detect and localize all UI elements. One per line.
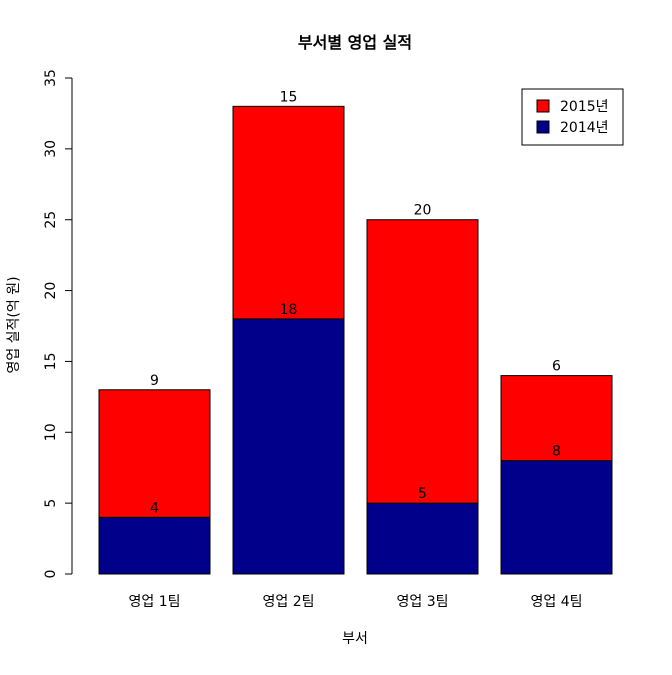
bar-segment: [232, 105, 345, 320]
data-label: 18: [280, 302, 298, 318]
chart-title: 부서별 영업 실적: [298, 33, 412, 52]
legend-swatch: [536, 99, 550, 113]
data-label: 20: [414, 203, 432, 219]
y-tick-label: 25: [43, 211, 59, 229]
y-tick-label: 5: [43, 499, 59, 508]
bar-segment: [98, 516, 211, 575]
y-tick-label: 15: [43, 353, 59, 371]
data-label: 6: [552, 359, 561, 375]
legend-label: 2015년: [560, 99, 609, 115]
bar-segment: [232, 318, 345, 575]
bar-segment: [500, 375, 613, 462]
bar-segment: [98, 389, 211, 518]
category-label: 영업 1팀: [129, 594, 181, 610]
category-label: 영업 4팀: [531, 594, 583, 610]
data-label: 9: [150, 373, 159, 389]
y-axis: 0 5 10 15 20 25 30 35: [43, 69, 73, 579]
data-label: 15: [280, 89, 298, 105]
data-label: 4: [150, 500, 159, 516]
bars-group: [98, 105, 613, 575]
data-label: 5: [418, 486, 427, 502]
legend-swatch: [536, 120, 550, 134]
bar-segment: [366, 502, 479, 575]
y-tick-label: 10: [43, 423, 59, 441]
data-labels-group: 4 9 18 15 5 20 8 6: [150, 89, 561, 516]
y-tick-label: 35: [43, 69, 59, 87]
category-labels-group: 영업 1팀 영업 2팀 영업 3팀 영업 4팀: [129, 594, 583, 610]
y-axis-label: 영업 실적(억 원): [6, 276, 22, 373]
legend: 2015년 2014년: [521, 88, 624, 146]
x-axis-label: 부서: [342, 631, 368, 647]
legend-label: 2014년: [560, 120, 609, 136]
bar-segment: [366, 219, 479, 504]
bar-segment: [500, 460, 613, 575]
y-tick-label: 30: [43, 140, 59, 158]
y-tick-label: 0: [43, 570, 59, 579]
legend-box: [521, 88, 624, 146]
y-tick-label: 20: [43, 282, 59, 300]
category-label: 영업 2팀: [263, 594, 315, 610]
category-label: 영업 3팀: [397, 594, 449, 610]
data-label: 8: [552, 444, 561, 460]
